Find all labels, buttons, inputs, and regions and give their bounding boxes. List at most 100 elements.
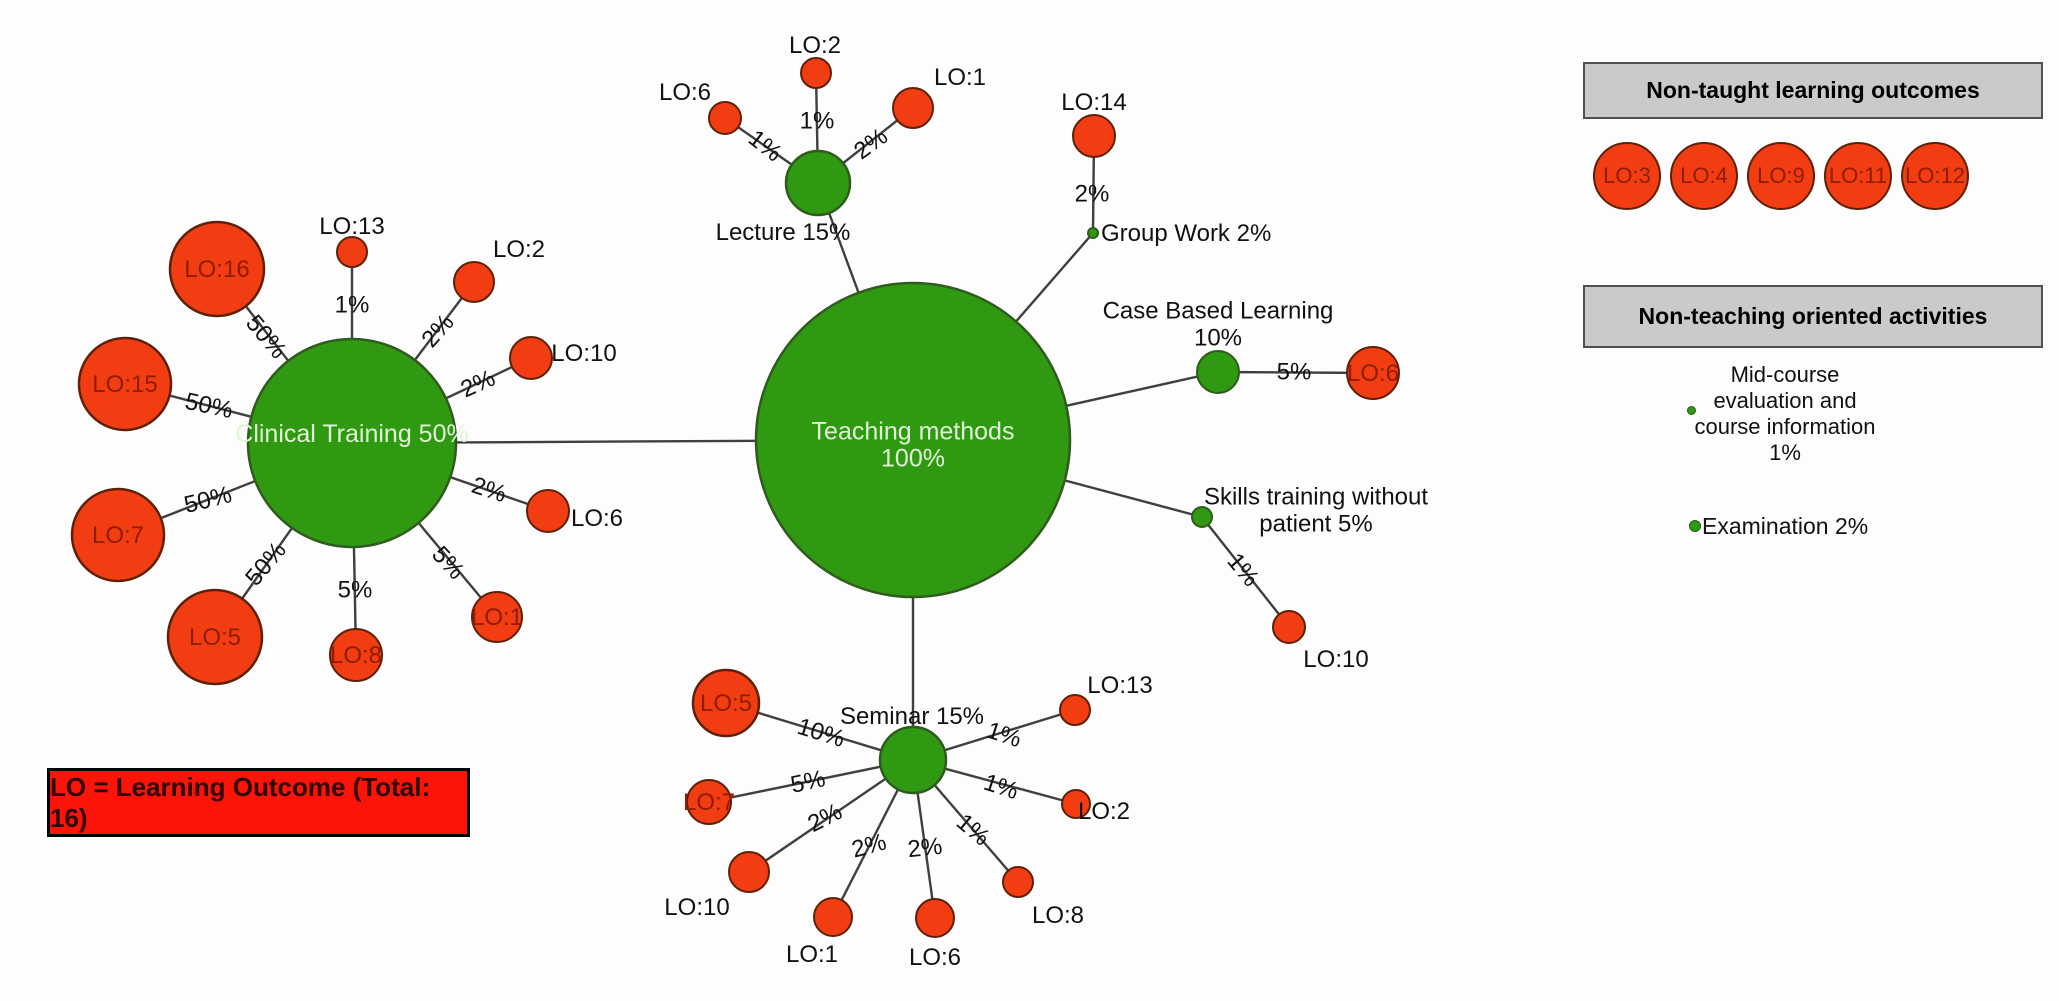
non-taught-outcome-lo11: LO:11: [1824, 142, 1892, 210]
lo-legend-text: LO = Learning Outcome (Total: 16): [50, 771, 431, 833]
node-label-c1: LO:1: [471, 604, 523, 631]
node-label-cb6: LO:6: [1347, 360, 1399, 387]
edge-label-clinical-c7: 50%: [181, 481, 234, 519]
node-label-c5: LO:5: [189, 624, 241, 651]
edge-label-clinical-c1: 5%: [426, 541, 469, 585]
edge-label-seminar-s13: 1%: [983, 717, 1024, 753]
node-label-groupwork: Group Work 2%: [1101, 220, 1271, 247]
mid-course-label: Mid-course evaluation and course informa…: [1693, 362, 1877, 466]
node-label-c2: LO:2: [493, 236, 545, 263]
node-s2: [1061, 789, 1091, 819]
mid-course-line-1: Mid-course: [1730, 362, 1840, 387]
node-s10: [728, 851, 770, 893]
node-c8: [329, 628, 383, 682]
node-label-s6: LO:6: [909, 944, 961, 971]
node-s13: [1059, 694, 1091, 726]
node-c16: [168, 220, 266, 318]
node-c2: [453, 261, 495, 303]
node-label-casebased: Case Based Learning 10%: [1103, 297, 1334, 351]
node-c6: [526, 489, 570, 533]
mid-course-line-3: course information: [1694, 414, 1876, 439]
edge-skills-sk10: [1201, 516, 1290, 628]
node-c15: [77, 336, 173, 432]
node-label-le2: LO:2: [789, 32, 841, 59]
node-label-clinical: Clinical Training 50%: [235, 420, 468, 448]
non-taught-outcome-lo12: LO:12: [1901, 142, 1969, 210]
node-label-g14: LO:14: [1061, 89, 1126, 116]
node-teaching: [754, 281, 1072, 599]
edge-label-lecture-le2: 1%: [800, 108, 835, 135]
node-s6: [915, 898, 955, 938]
node-label-c10: LO:10: [551, 340, 616, 367]
node-label-skills: Skills training without patient 5%: [1204, 483, 1428, 537]
node-label-c15: LO:15: [92, 371, 157, 398]
lo-legend: LO = Learning Outcome (Total: 16): [47, 768, 470, 837]
node-s8: [1002, 866, 1034, 898]
mid-course-line-4: 1%: [1769, 440, 1801, 465]
node-label-c7: LO:7: [92, 522, 144, 549]
edge-label-clinical-c10: 2%: [457, 365, 500, 404]
node-label-c16: LO:16: [184, 256, 249, 283]
edge-label-clinical-c13: 1%: [335, 292, 370, 319]
node-label-s5: LO:5: [700, 690, 752, 717]
node-label-c8: LO:8: [330, 642, 382, 669]
node-label-s1: LO:1: [786, 941, 838, 968]
node-le6: [708, 101, 742, 135]
non-taught-title: Non-taught learning outcomes: [1646, 77, 1980, 103]
edge-label-clinical-c2: 2%: [416, 309, 459, 353]
edge-seminar-s7: [708, 758, 914, 804]
node-cb6: [1346, 346, 1400, 400]
edge-label-seminar-s10: 2%: [803, 798, 846, 838]
node-casebased: [1196, 350, 1240, 394]
non-taught-header: Non-taught learning outcomes: [1583, 62, 2043, 119]
node-label-le1: LO:1: [934, 64, 986, 91]
edge-label-clinical-c8: 5%: [338, 577, 373, 604]
edge-label-seminar-s6: 2%: [906, 833, 943, 863]
examination-dot: [1689, 520, 1701, 532]
node-label-teaching: Teaching methods 100%: [812, 418, 1015, 473]
non-taught-outcomes-row: LO:3 LO:4 LO:9 LO:11 LO:12: [1593, 142, 1969, 210]
node-skills: [1191, 506, 1213, 528]
edge-label-skills-sk10: 1%: [1222, 548, 1265, 592]
node-label-s7: LO:7: [683, 789, 735, 816]
node-groupwork: [1087, 227, 1099, 239]
node-g14: [1072, 114, 1116, 158]
non-teaching-title: Non-teaching oriented activities: [1638, 303, 1988, 329]
node-lecture: [784, 149, 852, 217]
node-label-le6: LO:6: [659, 79, 711, 106]
edge-label-clinical-c15: 50%: [183, 388, 236, 424]
node-c1: [471, 591, 523, 643]
node-label-seminar: Seminar 15%: [840, 703, 984, 730]
non-taught-outcome-lo4: LO:4: [1670, 142, 1738, 210]
node-label-c13: LO:13: [319, 213, 384, 240]
edge-label-seminar-s7: 5%: [788, 765, 828, 799]
non-teaching-header: Non-teaching oriented activities: [1583, 285, 2043, 348]
mid-course-line-2: evaluation and: [1713, 388, 1857, 413]
node-c5: [166, 588, 264, 686]
edge-label-lecture-le6: 1%: [743, 125, 787, 168]
edge-label-seminar-s8: 1%: [951, 809, 995, 852]
node-seminar: [878, 725, 948, 795]
node-s5: [691, 668, 761, 738]
node-label-s13: LO:13: [1087, 672, 1152, 699]
node-label-lecture: Lecture 15%: [716, 219, 851, 246]
node-s1: [813, 897, 853, 937]
node-c13: [336, 236, 368, 268]
edge-label-clinical-c6: 2%: [468, 472, 509, 508]
node-label-s8: LO:8: [1032, 902, 1084, 929]
node-s7: [686, 779, 732, 825]
node-sk10: [1272, 610, 1306, 644]
node-c7: [70, 487, 166, 583]
node-label-sk10: LO:10: [1303, 646, 1368, 673]
edge-label-groupwork-g14: 2%: [1075, 181, 1110, 208]
node-clinical: [246, 337, 458, 549]
edge-label-casebased-cb6: 5%: [1277, 359, 1312, 386]
node-label-c6: LO:6: [571, 505, 623, 532]
node-label-s2: LO:2: [1078, 798, 1130, 825]
non-taught-outcome-lo9: LO:9: [1747, 142, 1815, 210]
edge-label-seminar-s2: 1%: [980, 769, 1021, 805]
node-le1: [892, 87, 934, 129]
node-c10: [509, 336, 553, 380]
